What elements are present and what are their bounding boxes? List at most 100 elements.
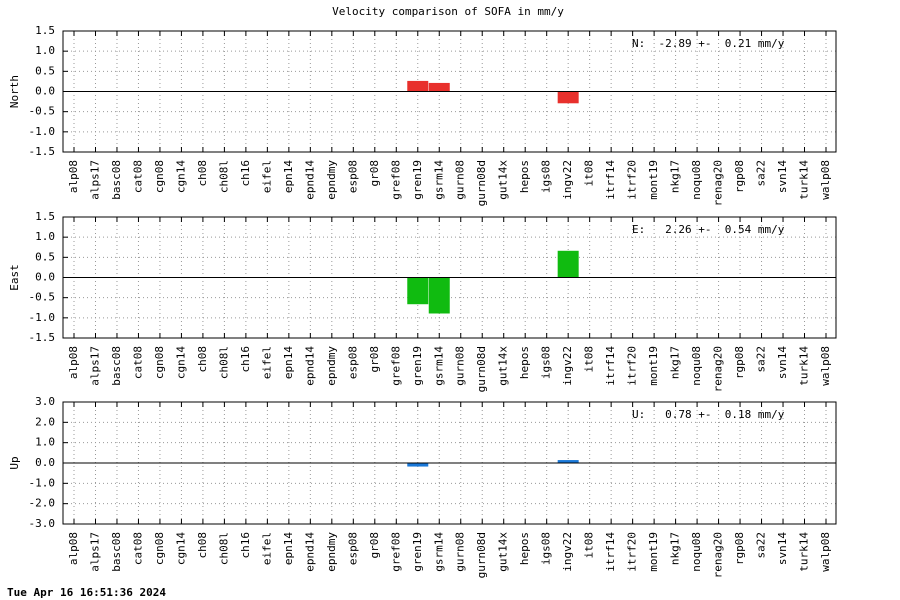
- plot-frame: [62, 401, 837, 525]
- x-tick-label: ingv22: [561, 346, 574, 386]
- x-tick-label: epn14: [282, 160, 295, 193]
- x-tick-label: esp08: [346, 346, 359, 379]
- x-tick-label: rgp08: [733, 346, 746, 379]
- x-tick-label: turk14: [798, 160, 811, 200]
- x-tick-label: gref08: [389, 160, 402, 200]
- x-tick-label: gr08: [368, 346, 381, 373]
- y-tick-label: 2.0: [35, 415, 55, 428]
- x-tick-label: itrf14: [604, 160, 617, 200]
- y-tick-label: -3.0: [29, 517, 56, 530]
- bar: [407, 277, 429, 305]
- x-tick-label: epnd14: [303, 532, 316, 572]
- x-tick-label: rgp08: [733, 160, 746, 193]
- x-tick-label: cat08: [131, 532, 144, 565]
- y-axis-label: Up: [8, 456, 21, 469]
- x-tick-label: it08: [583, 160, 596, 187]
- x-tick-label: esp08: [346, 532, 359, 565]
- y-tick-label: 3.0: [35, 395, 55, 408]
- x-tick-label: gurn08: [454, 532, 467, 572]
- x-tick-label: ch08: [196, 532, 209, 559]
- x-tick-label: ch16: [239, 160, 252, 187]
- x-tick-label: itrf14: [604, 532, 617, 572]
- y-tick-label: -0.5: [29, 291, 56, 304]
- x-tick-label: gut14x: [497, 160, 510, 200]
- x-tick-label: gurn08: [454, 160, 467, 200]
- x-tick-label: igs08: [540, 346, 553, 379]
- x-tick-label: noqu08: [690, 532, 703, 572]
- x-tick-label: epndmy: [325, 532, 338, 572]
- x-tick-label: svn14: [776, 532, 789, 565]
- x-tick-label: ingv22: [561, 160, 574, 200]
- x-tick-label: ch16: [239, 346, 252, 373]
- x-tick-label: gurn08d: [475, 160, 488, 206]
- x-tick-label: alp08: [67, 532, 80, 565]
- footer: Tue Apr 16 16:51:36 2024: [7, 586, 166, 599]
- y-tick-label: 1.0: [35, 230, 55, 243]
- bar: [557, 91, 579, 104]
- x-tick-label: eifel: [260, 532, 273, 565]
- plot-frame: [62, 30, 837, 153]
- x-tick-label: gsrm14: [432, 532, 445, 572]
- x-tick-label: esp08: [346, 160, 359, 193]
- x-tick-label: gren19: [411, 532, 424, 572]
- y-tick-label: -0.5: [29, 105, 56, 118]
- x-tick-label: cgn08: [153, 160, 166, 193]
- x-tick-label: cat08: [131, 346, 144, 379]
- x-tick-label: alp08: [67, 346, 80, 379]
- x-tick-label: cgn14: [174, 346, 187, 379]
- x-tick-label: ch08: [196, 346, 209, 373]
- plot-frame: [62, 216, 837, 339]
- x-tick-label: gr08: [368, 532, 381, 559]
- x-tick-label: gurn08d: [475, 532, 488, 578]
- x-tick-label: it08: [583, 532, 596, 559]
- x-tick-label: mont19: [647, 532, 660, 572]
- x-tick-label: mont19: [647, 160, 660, 200]
- bar: [428, 82, 450, 93]
- x-tick-label: svn14: [776, 160, 789, 193]
- x-tick-label: svn14: [776, 346, 789, 379]
- x-tick-label: gr08: [368, 160, 381, 187]
- x-tick-label: noqu08: [690, 160, 703, 200]
- x-tick-label: turk14: [798, 532, 811, 572]
- x-tick-label: gref08: [389, 346, 402, 386]
- x-tick-label: gurn08d: [475, 346, 488, 392]
- x-tick-label: sa22: [755, 532, 768, 559]
- x-tick-label: cgn08: [153, 346, 166, 379]
- y-tick-label: 1.0: [35, 436, 55, 449]
- x-tick-label: ch08: [196, 160, 209, 187]
- y-tick-label: -1.0: [29, 476, 56, 489]
- x-tick-label: renag20: [712, 532, 725, 578]
- x-tick-label: itrf14: [604, 346, 617, 386]
- x-tick-label: gren19: [411, 160, 424, 200]
- x-tick-label: cat08: [131, 160, 144, 193]
- x-tick-label: cgn14: [174, 532, 187, 565]
- x-tick-label: cgn08: [153, 532, 166, 565]
- x-tick-label: gurn08: [454, 346, 467, 386]
- x-tick-label: nkg17: [669, 346, 682, 379]
- y-tick-label: 0.0: [35, 456, 55, 469]
- annotation: U: 0.78 +- 0.18 mm/y: [632, 408, 785, 421]
- bar: [407, 80, 429, 92]
- annotation: N: -2.89 +- 0.21 mm/y: [632, 37, 785, 50]
- x-tick-label: gren19: [411, 346, 424, 386]
- x-tick-label: noqu08: [690, 346, 703, 386]
- y-tick-label: 0.0: [35, 85, 55, 98]
- x-tick-label: renag20: [712, 160, 725, 206]
- x-tick-label: turk14: [798, 346, 811, 386]
- title: Velocity comparison of SOFA in mm/y: [332, 5, 564, 18]
- x-tick-label: renag20: [712, 346, 725, 392]
- x-tick-label: sa22: [755, 160, 768, 187]
- x-tick-label: mont19: [647, 346, 660, 386]
- x-tick-label: basc08: [110, 346, 123, 386]
- x-tick-label: itrf20: [626, 532, 639, 572]
- y-tick-label: 1.5: [35, 24, 55, 37]
- x-tick-label: hepos: [518, 160, 531, 193]
- y-tick-label: 0.5: [35, 64, 55, 77]
- x-tick-label: ch08l: [217, 160, 230, 193]
- x-tick-label: gsrm14: [432, 346, 445, 386]
- y-axis-label: North: [8, 75, 21, 108]
- x-tick-label: walp08: [819, 532, 832, 572]
- x-tick-label: cgn14: [174, 160, 187, 193]
